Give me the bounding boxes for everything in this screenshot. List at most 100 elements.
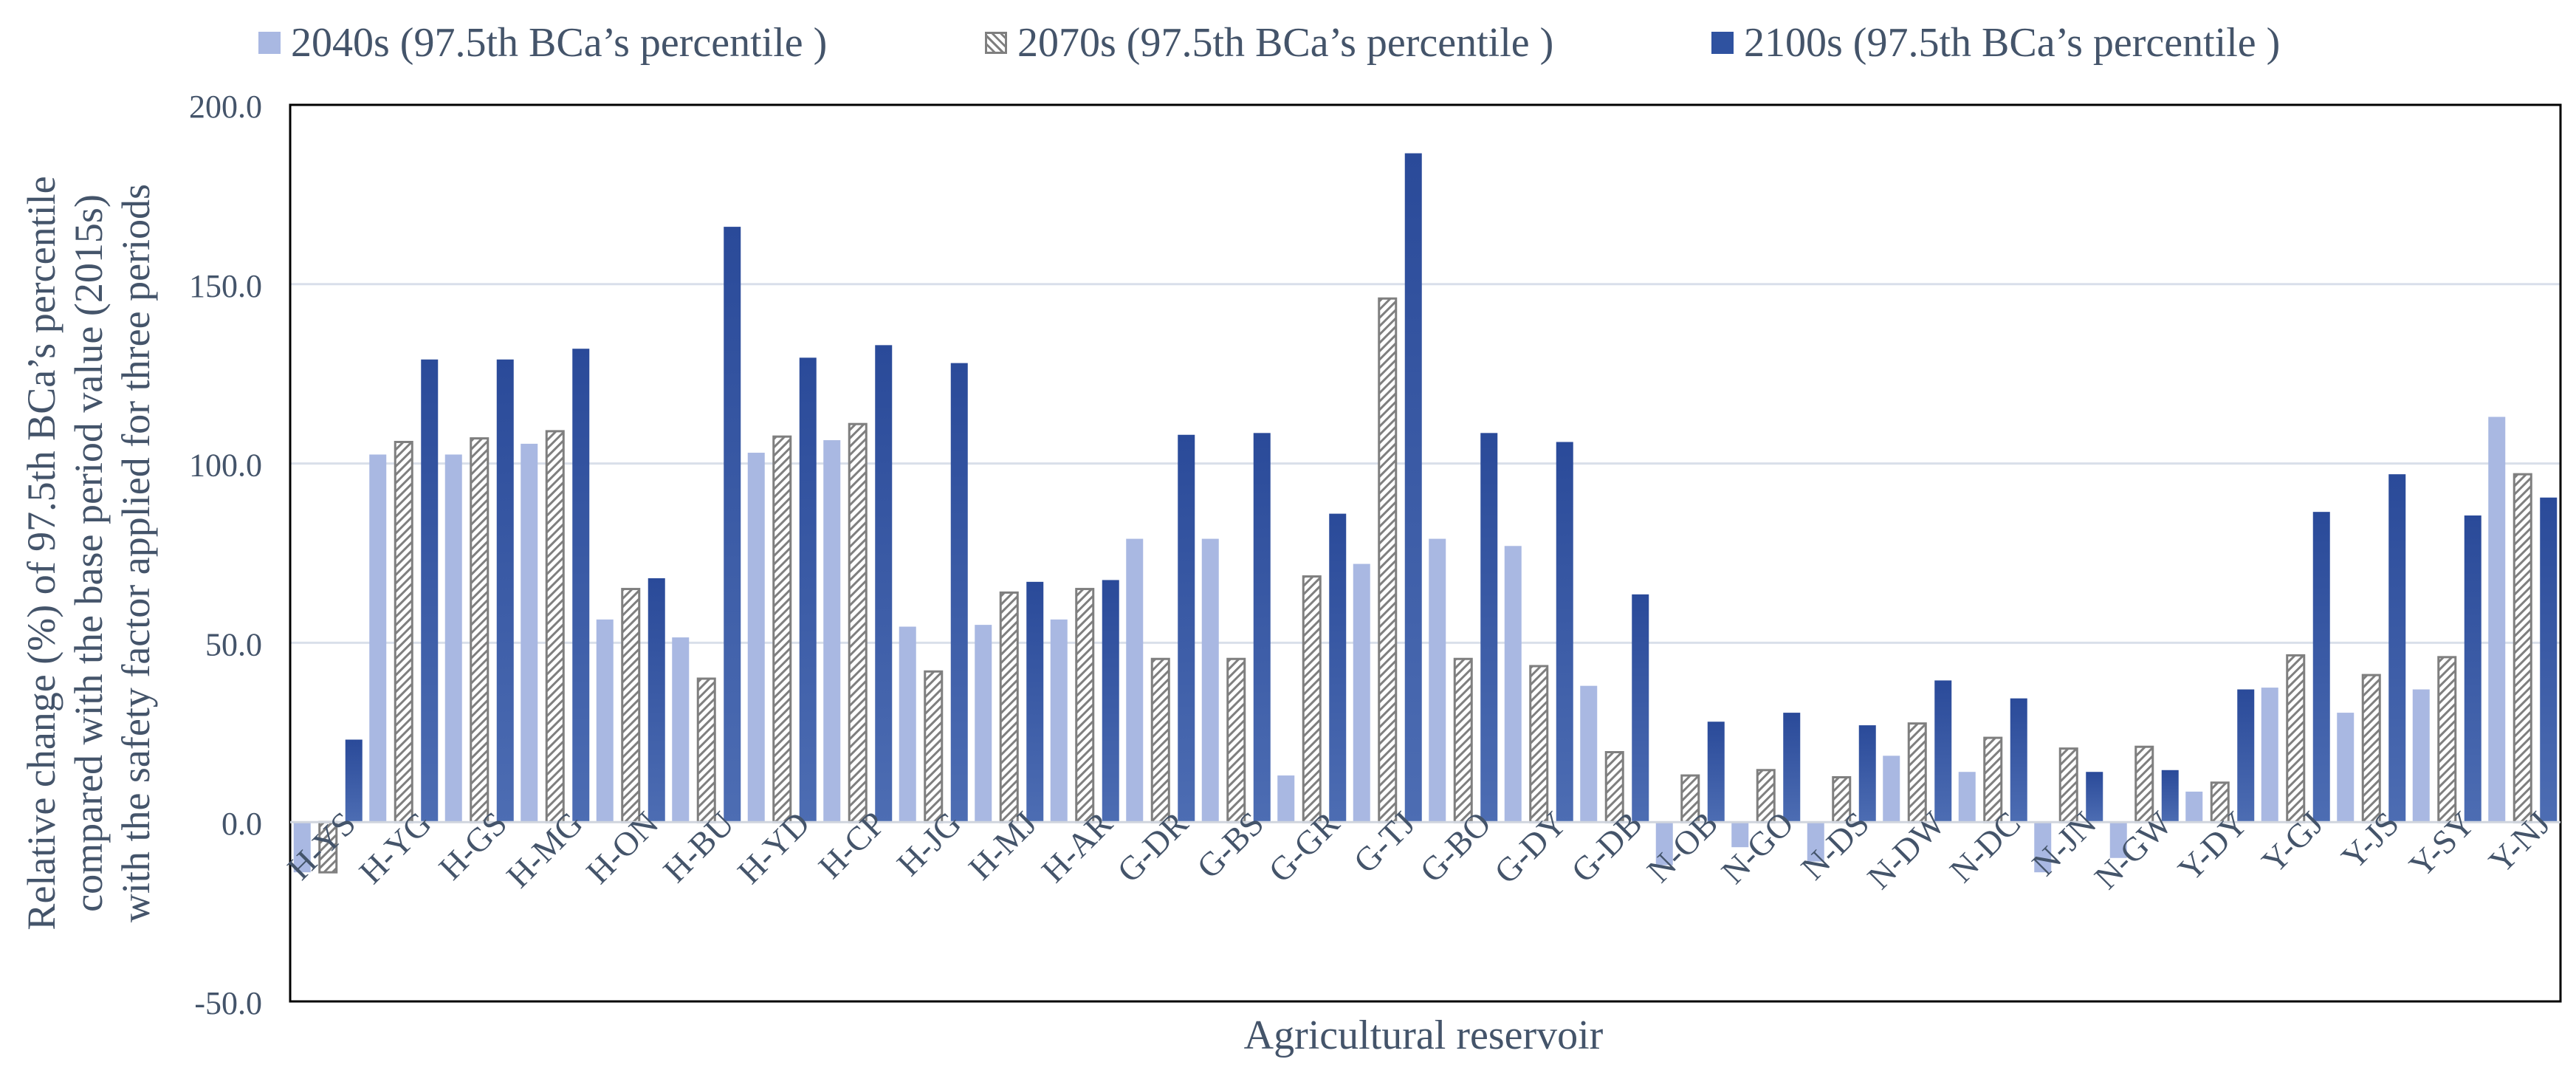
bar-2070s [470,437,490,823]
bar-2100s [1480,433,1498,823]
bar-2070s [1529,665,1549,823]
bar-2070s [696,677,716,823]
bar-2100s [1934,680,1952,823]
bar-2100s [572,349,590,823]
bar-2040s [2185,791,2203,823]
bar-2040s [899,626,916,823]
bar-2040s [1883,755,1900,823]
bar-2040s [1807,822,1824,862]
bar-2070s [2437,656,2457,823]
bars [293,153,2558,874]
bar-2070s [1226,657,1246,823]
bar-2100s [496,359,514,823]
bar-2070s [1378,297,1398,823]
bar-2100s [2464,515,2481,823]
bar-2100s [2312,512,2330,823]
axes [289,103,2562,1003]
legend-swatch-2100s [1711,32,1734,54]
bar-2040s [2337,713,2355,823]
bar-2040s [1126,538,1144,823]
bar-2100s [1858,725,1876,823]
bar-2100s [1102,580,1119,823]
bar-2100s [1026,581,1044,823]
bar-2100s [1253,433,1271,823]
bar-2040s [293,822,311,873]
bar-2040s [1353,563,1370,823]
bar-2040s [1958,772,1976,823]
legend-swatch-2070s [985,32,1007,54]
bar-2040s [747,453,765,823]
bar-2100s [1556,442,1573,823]
bar-2040s [1429,538,1446,823]
bar-2070s [1453,657,1473,823]
bar-2100s [2237,689,2255,823]
bar-2100s [1632,594,1649,823]
bar-2100s [799,357,817,823]
bar-2040s [1201,538,1219,823]
legend-label-2040s: 2040s (97.5th BCa’s percentile ) [291,20,828,66]
bar-2100s [724,227,741,823]
bar-2100s [2010,698,2027,823]
bar-2070s [621,588,641,823]
bar-2100s [875,345,893,823]
bar-2040s [2412,689,2430,823]
bar-2100s [950,363,968,823]
bar-2070s [1150,657,1170,823]
bar-2070s [2286,654,2306,823]
bar-2070s [999,591,1019,823]
y-tick-label: 200.0 [189,89,262,125]
bar-2040s [2034,822,2052,873]
bar-2100s [1783,713,1801,823]
y-tick-label: -50.0 [194,985,262,1021]
legend-label-2100s: 2100s (97.5th BCa’s percentile ) [1744,20,2281,66]
bar-2100s [648,578,665,823]
bar-2100s [421,359,439,823]
y-tick-label: 0.0 [221,806,262,842]
bar-2040s [521,443,538,823]
bar-2040s [1655,822,1673,866]
bar-2100s [2161,770,2179,823]
bar-2040s [1277,775,1295,823]
legend: 2040s (97.5th BCa’s percentile ) 2070s (… [0,13,2576,72]
bar-2100s [2086,772,2103,823]
bar-2070s [772,435,792,823]
bar-2100s [1178,434,1195,823]
bar-2100s [2540,497,2558,823]
bar-2070s [924,670,944,823]
legend-swatch-2040s [258,32,281,54]
bar-2070s [394,440,413,823]
legend-item-2040s: 2040s (97.5th BCa’s percentile ) [258,13,827,72]
bar-2070s [2361,674,2381,823]
bar-2100s [1404,153,1422,823]
bar-2040s [823,440,841,823]
bar-2040s [444,454,462,823]
y-tick-label: 150.0 [189,268,262,304]
bar-2100s [345,739,363,823]
bar-2040s [1504,546,1522,823]
y-tick-label: 50.0 [205,626,262,662]
y-tick-labels: -50.0 0.0 50.0 100.0 150.0 200.0 [189,89,262,1021]
bar-2040s [1050,619,1068,823]
bar-2070s [1075,588,1095,823]
bar-2040s [672,637,690,823]
legend-item-2070s: 2070s (97.5th BCa’s percentile ) [985,13,1553,72]
plot-area-border [289,103,2562,1003]
legend-item-2100s: 2100s (97.5th BCa’s percentile ) [1711,13,2280,72]
bar-2040s [596,619,614,823]
bar-2070s [2513,473,2532,823]
bar-2070s [545,430,565,823]
bar-2100s [1707,722,1725,823]
bar-2100s [2388,474,2406,823]
legend-label-2070s: 2070s (97.5th BCa’s percentile ) [1017,20,1554,66]
bar-2040s [2109,822,2127,858]
x-axis-label: Agricultural reservoir [1243,1012,1604,1058]
bar-2070s [1302,575,1322,823]
bar-2100s [1329,513,1347,823]
bar-2040s [975,625,992,823]
bar-2040s [1580,685,1598,823]
bar-2070s [848,422,868,823]
bar-2040s [2488,417,2506,823]
y-tick-label: 100.0 [189,448,262,484]
bar-2040s [2261,688,2278,823]
